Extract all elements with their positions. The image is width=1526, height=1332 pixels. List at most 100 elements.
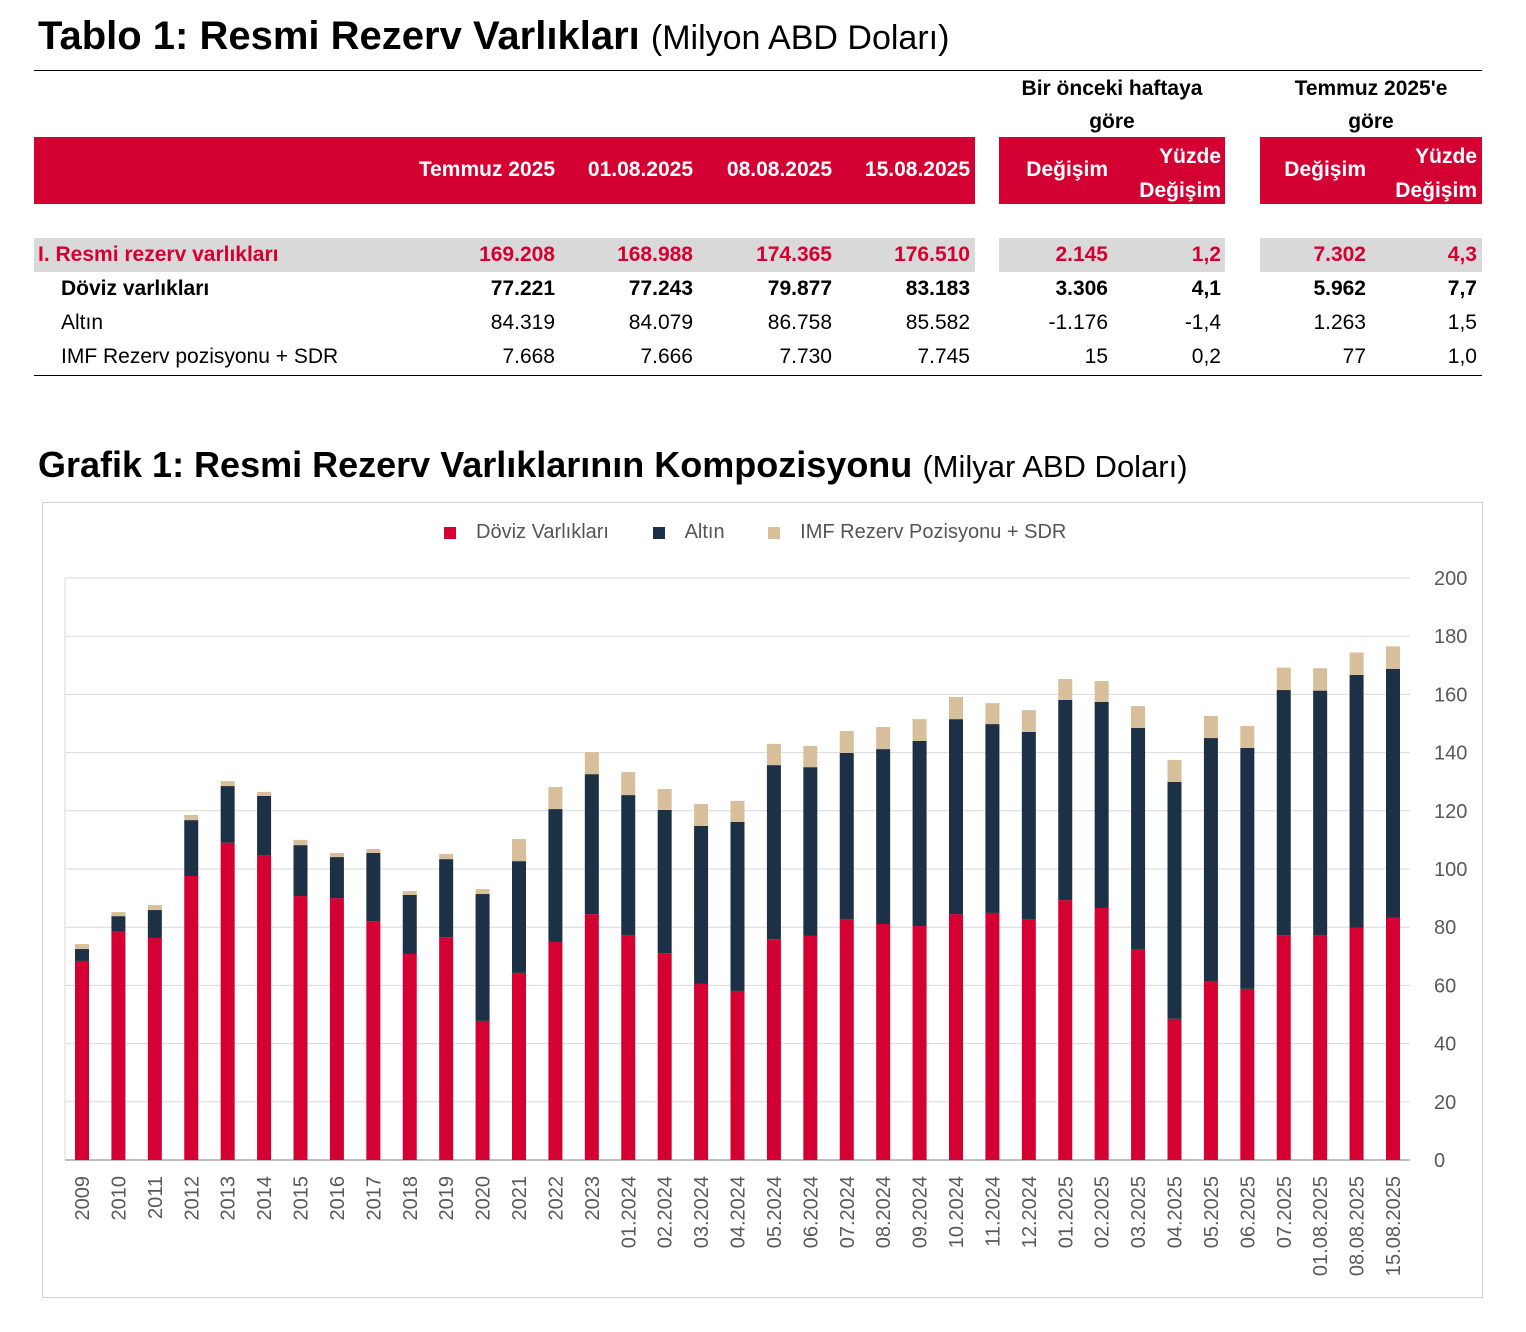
x-tick-label: 04.2024 xyxy=(728,1176,750,1248)
bar-segment-altin xyxy=(657,809,672,954)
bar-segment-doviz xyxy=(1167,1018,1182,1160)
x-tick-label: 05.2024 xyxy=(764,1176,786,1248)
bar-segment-altin xyxy=(1058,699,1073,901)
bar-segment-altin xyxy=(1386,668,1400,918)
bar-segment-doviz xyxy=(184,875,199,1160)
bar-segment-doviz xyxy=(1349,927,1364,1160)
table-cell: -1,4 xyxy=(1184,311,1221,334)
table-cell: 4,1 xyxy=(1191,277,1221,300)
table-cell: 3.306 xyxy=(1055,277,1108,300)
x-tick-label: 2014 xyxy=(254,1176,276,1221)
table-cell: 168.988 xyxy=(617,243,693,266)
column-header: Değişim xyxy=(1284,158,1366,181)
bar-segment-doviz xyxy=(839,919,854,1160)
bar-segment-doviz xyxy=(621,935,636,1160)
bar-segment-imf xyxy=(657,788,672,810)
bar-segment-doviz xyxy=(1203,981,1218,1160)
table-cell: 85.582 xyxy=(905,311,970,334)
column-header: 15.08.2025 xyxy=(864,158,970,181)
x-tick-label: 01.2024 xyxy=(618,1176,640,1248)
x-tick-label: 2019 xyxy=(436,1176,458,1221)
y-tick-label: 200 xyxy=(1434,568,1467,590)
bar-segment-doviz xyxy=(402,953,417,1160)
x-tick-label: 2016 xyxy=(327,1176,349,1221)
x-tick-label: 2018 xyxy=(400,1176,422,1221)
table-cell: 4,3 xyxy=(1447,243,1477,266)
bar-segment-imf xyxy=(876,726,891,750)
x-tick-label: 07.2024 xyxy=(837,1176,859,1248)
row-label: Döviz varlıkları xyxy=(61,277,210,300)
bar-segment-altin xyxy=(949,719,963,915)
bar-segment-altin xyxy=(220,786,235,843)
x-tick-label: 07.2025 xyxy=(1274,1176,1296,1248)
bar-segment-doviz xyxy=(803,935,818,1160)
bar-segment-altin xyxy=(912,740,927,927)
bar-segment-altin xyxy=(621,795,636,936)
bar-segment-altin xyxy=(1094,701,1109,908)
bar-segment-imf xyxy=(1167,759,1182,782)
bar-segment-doviz xyxy=(876,923,891,1160)
row-highlight-weekly xyxy=(999,238,1225,272)
chart-title: Grafik 1: Resmi Rezerv Varlıklarının Kom… xyxy=(38,444,1188,486)
bar-segment-doviz xyxy=(1058,900,1073,1160)
table-cell: 7.745 xyxy=(917,345,970,368)
bar-segment-altin xyxy=(1203,738,1218,982)
x-tick-label: 05.2025 xyxy=(1201,1176,1223,1248)
bar-segment-imf xyxy=(694,804,709,826)
x-tick-label: 03.2024 xyxy=(691,1176,713,1248)
bar-segment-imf xyxy=(1313,668,1328,691)
y-tick-label: 0 xyxy=(1434,1150,1445,1172)
bar-segment-imf xyxy=(766,743,781,766)
bar-segment-altin xyxy=(584,774,599,915)
column-header: Değişim xyxy=(1026,158,1108,181)
x-tick-label: 2010 xyxy=(108,1176,130,1221)
bar-segment-imf xyxy=(621,772,636,796)
x-tick-label: 06.2024 xyxy=(800,1176,822,1248)
y-tick-label: 60 xyxy=(1434,975,1456,997)
bar-segment-doviz xyxy=(657,953,672,1160)
header-band-weekly xyxy=(999,137,1225,204)
y-tick-label: 140 xyxy=(1434,743,1467,765)
bar-segment-imf xyxy=(839,731,854,753)
y-tick-label: 120 xyxy=(1434,801,1467,823)
bar-segment-imf xyxy=(1094,681,1109,702)
bar-segment-doviz xyxy=(985,912,1000,1160)
bar-segment-doviz xyxy=(548,942,563,1160)
bar-segment-imf xyxy=(1131,706,1146,728)
column-header: 01.08.2025 xyxy=(587,158,693,181)
bar-segment-altin xyxy=(985,724,1000,913)
table-cell: 7.730 xyxy=(779,345,832,368)
bar-segment-doviz xyxy=(912,926,927,1160)
bar-segment-imf xyxy=(584,752,599,775)
bar-segment-doviz xyxy=(366,921,381,1160)
legend-swatch-doviz xyxy=(444,526,456,539)
bar-segment-altin xyxy=(548,809,563,943)
table-cell: 1.263 xyxy=(1313,311,1366,334)
x-tick-label: 2009 xyxy=(72,1176,94,1221)
x-tick-label: 04.2025 xyxy=(1165,1176,1187,1248)
table-cell: 86.758 xyxy=(767,311,832,334)
bar-segment-imf xyxy=(475,889,490,895)
bar-segment-imf xyxy=(75,944,89,950)
bar-segment-altin xyxy=(839,752,854,920)
bar-segment-doviz xyxy=(1240,988,1255,1160)
x-tick-label: 2012 xyxy=(181,1176,203,1221)
bar-segment-doviz xyxy=(766,939,781,1160)
legend-swatch-altin xyxy=(652,526,665,539)
table-cell: 169.208 xyxy=(479,243,555,266)
x-tick-label: 02.2025 xyxy=(1092,1176,1114,1248)
table-cell: 176.510 xyxy=(894,243,970,266)
x-tick-label: 10.2024 xyxy=(946,1176,968,1248)
bar-segment-imf xyxy=(1276,667,1291,691)
bar-segment-imf xyxy=(1203,715,1218,739)
bar-segment-imf xyxy=(366,848,381,853)
x-tick-label: 06.2025 xyxy=(1237,1176,1259,1248)
x-tick-label: 01.08.2025 xyxy=(1310,1176,1332,1276)
chart-legend: Döviz Varlıkları Altın IMF Rezerv Pozisy… xyxy=(444,521,1066,544)
table-cell: 77.243 xyxy=(628,277,693,300)
bar-segment-doviz xyxy=(694,983,709,1160)
x-tick-label: 11.2024 xyxy=(982,1176,1004,1247)
bar-segment-altin xyxy=(803,767,818,936)
y-tick-label: 100 xyxy=(1434,859,1467,881)
table-cell: 1,0 xyxy=(1447,345,1477,368)
